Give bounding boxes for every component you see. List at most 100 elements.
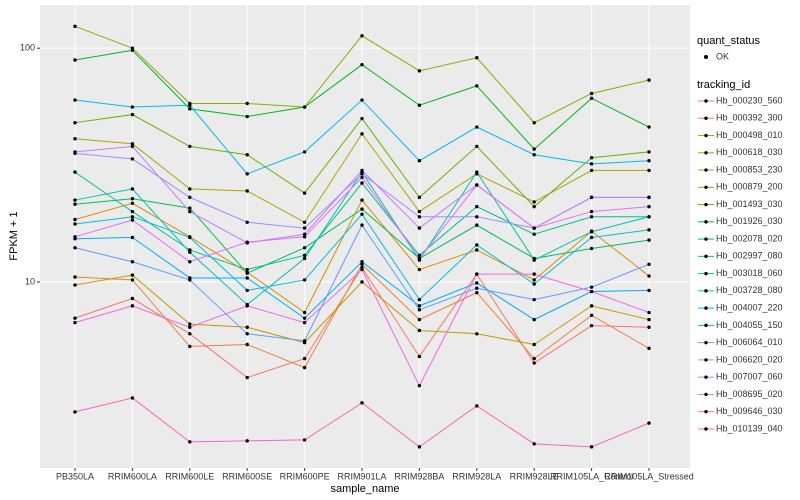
x-tick-label: RRIM928BA	[394, 471, 444, 481]
data-point	[647, 204, 651, 209]
data-point	[360, 172, 364, 176]
data-point	[417, 159, 422, 163]
data-point	[360, 34, 364, 38]
data-point	[302, 316, 307, 320]
legend-key-point	[704, 392, 708, 397]
x-tick-label: RRIM600LE	[165, 471, 214, 481]
data-point	[360, 223, 364, 227]
legend-key-point	[704, 220, 708, 224]
status-legend-key	[704, 55, 708, 59]
data-point	[245, 276, 249, 280]
data-point	[475, 248, 479, 252]
data-point	[73, 24, 77, 29]
data-point	[475, 215, 479, 219]
data-point	[73, 320, 77, 325]
data-point	[360, 401, 364, 405]
data-point	[73, 120, 77, 125]
data-point	[245, 153, 249, 157]
data-point	[245, 439, 249, 443]
data-point	[302, 226, 307, 230]
data-point	[130, 215, 135, 219]
data-point	[532, 204, 536, 209]
data-point	[188, 187, 192, 191]
data-point	[647, 215, 651, 219]
data-point	[417, 445, 422, 449]
data-point	[188, 322, 192, 326]
data-point	[130, 201, 135, 205]
data-point	[532, 442, 536, 446]
data-point	[647, 150, 651, 154]
data-point	[589, 445, 594, 449]
legend-title: tracking_id	[697, 79, 750, 91]
data-point	[475, 144, 479, 149]
data-point	[417, 304, 422, 308]
data-point	[589, 91, 594, 96]
x-axis-title: sample_name	[330, 483, 399, 495]
data-point	[302, 253, 307, 258]
data-point	[73, 410, 77, 414]
data-point	[532, 278, 536, 282]
legend-key-point	[704, 116, 708, 120]
data-point	[302, 256, 307, 261]
data-point	[245, 267, 249, 272]
data-point	[647, 325, 651, 329]
x-tick-label: RRIM928LE	[510, 471, 559, 481]
legend-key-point	[704, 427, 708, 431]
data-point	[73, 235, 77, 239]
data-point	[475, 223, 479, 227]
x-tick-label: RRIM600PE	[280, 471, 330, 481]
data-point	[475, 404, 479, 408]
data-point	[302, 365, 307, 370]
data-point	[532, 226, 536, 230]
data-point	[188, 278, 192, 282]
data-point	[188, 103, 192, 107]
data-point	[245, 114, 249, 119]
data-point	[417, 354, 422, 359]
legend-key-point	[704, 133, 708, 138]
data-point	[130, 260, 135, 264]
data-point	[188, 260, 192, 264]
data-point	[532, 297, 536, 302]
data-point	[417, 226, 422, 230]
data-point	[130, 218, 135, 222]
data-point	[302, 150, 307, 154]
data-point	[130, 304, 135, 308]
data-point	[647, 288, 651, 293]
legend-label: Hb_000230_560	[716, 95, 783, 105]
data-point	[417, 383, 422, 388]
data-point	[73, 275, 77, 279]
data-point	[188, 209, 192, 214]
data-point	[73, 202, 77, 206]
data-point	[302, 246, 307, 250]
data-point	[73, 283, 77, 287]
data-point	[188, 250, 192, 254]
data-point	[532, 147, 536, 151]
legend-key-point	[704, 254, 708, 259]
data-point	[360, 280, 364, 284]
data-point	[130, 112, 135, 117]
data-point	[417, 69, 422, 73]
legend-label: Hb_000618_030	[716, 147, 783, 157]
data-point	[73, 150, 77, 154]
data-point	[589, 289, 594, 294]
data-point	[417, 215, 422, 219]
data-point	[302, 339, 307, 343]
data-point	[360, 207, 364, 211]
data-point	[647, 228, 651, 232]
data-point	[647, 421, 651, 425]
data-point	[73, 58, 77, 62]
data-point	[302, 356, 307, 361]
data-point	[130, 105, 135, 109]
data-point	[475, 286, 479, 290]
data-point	[73, 217, 77, 222]
x-tick-label: RRIM105LA_Stressed	[604, 471, 694, 481]
data-point	[73, 136, 77, 141]
data-point	[130, 396, 135, 400]
data-point	[130, 235, 135, 240]
data-point	[589, 323, 594, 328]
data-point	[417, 195, 422, 200]
data-point	[475, 281, 479, 285]
data-point	[130, 296, 135, 301]
data-point	[245, 304, 249, 308]
data-point	[302, 320, 307, 325]
